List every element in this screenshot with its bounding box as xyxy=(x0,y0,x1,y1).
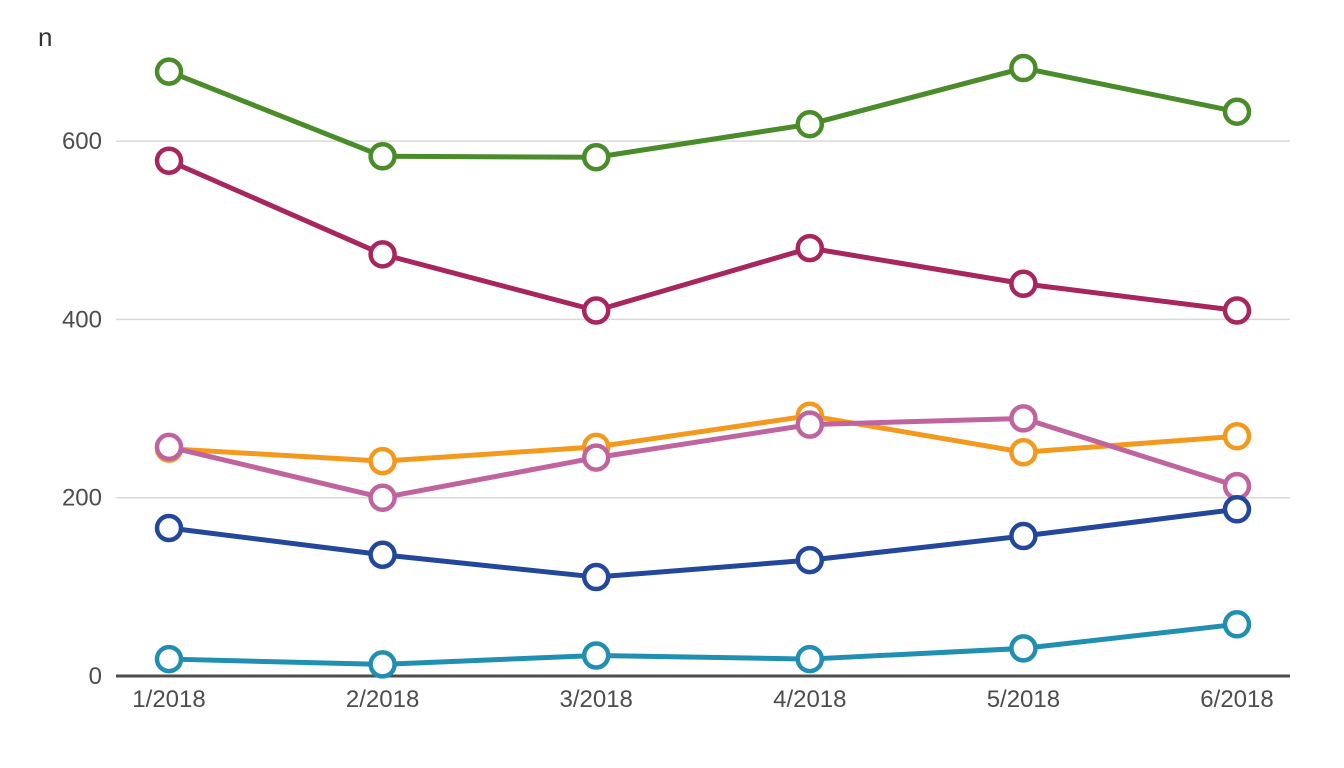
data-point xyxy=(795,109,825,139)
data-point xyxy=(1222,471,1252,501)
series-6 xyxy=(154,610,1252,679)
x-tick-label: 3/2018 xyxy=(559,686,632,713)
data-point xyxy=(154,513,184,543)
y-tick-label: 200 xyxy=(62,485,102,512)
data-point xyxy=(795,410,825,439)
data-point xyxy=(154,644,184,674)
data-point xyxy=(795,233,825,263)
data-point xyxy=(581,641,611,670)
data-point xyxy=(1009,521,1038,551)
y-tick-label: 400 xyxy=(62,306,102,333)
series-line xyxy=(166,158,1240,314)
data-point xyxy=(154,57,184,86)
series-line xyxy=(166,621,1240,667)
y-tick-labels: 0 200 400 600 xyxy=(62,128,102,690)
series-4 xyxy=(154,404,1252,512)
series-line xyxy=(166,413,1240,464)
x-tick-label: 6/2018 xyxy=(1200,686,1273,713)
data-point xyxy=(1009,269,1038,299)
data-point xyxy=(1222,97,1252,126)
data-point xyxy=(368,650,397,679)
x-tick-label: 4/2018 xyxy=(773,686,846,713)
series-line xyxy=(166,65,1240,160)
y-tick-label: 600 xyxy=(62,128,102,155)
data-point xyxy=(581,142,611,172)
data-point xyxy=(1222,495,1252,524)
data-point xyxy=(1222,296,1252,325)
data-point xyxy=(368,240,397,269)
data-point xyxy=(581,443,611,472)
x-tick-label: 5/2018 xyxy=(987,686,1060,713)
series-line xyxy=(166,506,1240,580)
data-point xyxy=(368,540,397,570)
data-point xyxy=(368,446,397,476)
data-point xyxy=(154,146,184,176)
data-point xyxy=(581,296,611,325)
series-2 xyxy=(154,146,1252,325)
data-point xyxy=(1009,404,1038,433)
y-tick-label: 0 xyxy=(89,663,102,690)
data-point xyxy=(795,644,825,674)
x-tick-label: 1/2018 xyxy=(132,686,205,713)
series-1 xyxy=(154,53,1252,172)
data-point xyxy=(795,545,825,575)
data-point xyxy=(368,483,397,512)
x-tick-label: 2/2018 xyxy=(346,686,419,713)
series-line xyxy=(166,415,1240,501)
data-point xyxy=(1222,610,1252,639)
data-point xyxy=(581,562,611,592)
series-5 xyxy=(154,495,1252,592)
data-point xyxy=(1009,53,1038,83)
y-axis-label: n xyxy=(38,22,52,52)
data-point xyxy=(1009,634,1038,663)
data-point xyxy=(154,432,184,462)
x-tick-labels: 1/2018 2/2018 3/2018 4/2018 5/2018 6/2018 xyxy=(132,686,1273,713)
data-point xyxy=(1222,421,1252,451)
series-group xyxy=(154,53,1252,679)
data-point xyxy=(368,142,397,171)
data-point xyxy=(1009,438,1038,467)
